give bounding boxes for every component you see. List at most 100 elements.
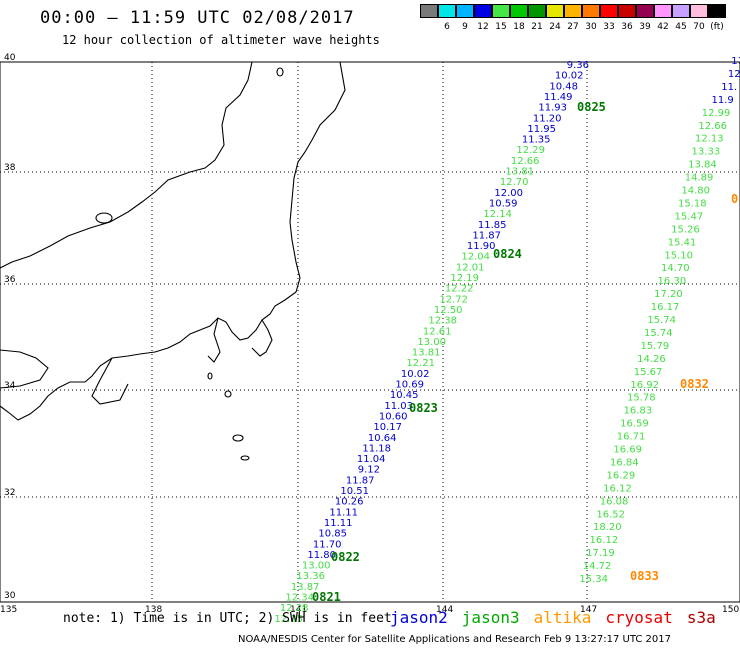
lat-label: 36 <box>4 275 16 285</box>
track-value: 11.11 <box>329 507 358 518</box>
track-value: 12.21 <box>406 358 435 369</box>
track-east-value: 13.33 <box>692 147 721 158</box>
track-east-value: 16.29 <box>607 470 636 481</box>
track-value: 10.59 <box>489 198 518 209</box>
track-value: 10.60 <box>379 411 408 422</box>
legend-item-jason3: jason3 <box>461 608 520 627</box>
scale-label: 15 <box>495 22 507 32</box>
track-value: 10.17 <box>373 422 402 433</box>
map-frame <box>0 61 740 603</box>
scale-swatch <box>582 4 600 18</box>
lon-label: 150 <box>722 605 739 615</box>
scale-swatch <box>546 4 564 18</box>
track-east-value: 11. <box>721 82 737 93</box>
scale-label: 12 <box>477 22 489 32</box>
map-title: 00:00 – 11:59 UTC 02/08/2017 <box>40 8 355 28</box>
track-east-value: 16.69 <box>613 445 642 456</box>
track-value: 11.80 <box>307 550 336 561</box>
track-value: 10.48 <box>549 81 578 92</box>
track-value: 13.87 <box>291 582 320 593</box>
track-east-value: 14.80 <box>681 186 710 197</box>
track-east-value: 15.26 <box>671 224 700 235</box>
kii-peninsula <box>91 357 129 405</box>
track-value: 11.20 <box>533 113 562 124</box>
lat-label: 38 <box>4 163 16 173</box>
scale-label: 9 <box>462 22 468 32</box>
track-east-value: 16.12 <box>590 535 619 546</box>
scale-label: 42 <box>657 22 669 32</box>
track-value: 12.01 <box>456 262 485 273</box>
track-value: 11.04 <box>357 454 386 465</box>
footer-note: note: 1) Time is in UTC; 2) SWH is in fe… <box>63 611 392 626</box>
lon-label: 138 <box>145 605 162 615</box>
lon-label: 141 <box>290 605 307 615</box>
track-east-value: 16.52 <box>596 509 625 520</box>
track-east-value: 16.08 <box>600 496 629 507</box>
honshu-coast <box>0 61 253 269</box>
scale-swatch <box>690 4 708 18</box>
track-east-value: 15.41 <box>668 237 697 248</box>
track-value: 10.02 <box>555 71 584 82</box>
track-value: 9.12 <box>358 465 380 476</box>
track-east-value: 17.19 <box>586 548 615 559</box>
track-east-value: 13.84 <box>688 160 717 171</box>
track-value: 11.87 <box>346 475 375 486</box>
time-label-cut: 0 <box>731 192 738 206</box>
time-label-0832: 0832 <box>680 377 709 391</box>
time-label-0833: 0833 <box>630 569 659 583</box>
scale-swatch <box>528 4 546 18</box>
scale-swatch <box>564 4 582 18</box>
scale-label: 39 <box>639 22 651 32</box>
island-north <box>276 67 284 77</box>
track-east: 11 12 11. 11.9 12.99 12.66 12.13 13.33 13.84 14.8… <box>579 56 740 585</box>
scale-label: 36 <box>621 22 633 32</box>
track-east-value: 14.26 <box>637 354 666 365</box>
track-value: 10.85 <box>318 529 347 540</box>
sensor-legend: jason2 jason3 altika cryosat s3a <box>390 608 730 627</box>
scale-swatch <box>510 4 528 18</box>
track-value: 10.02 <box>401 369 430 380</box>
track-east-value: 15.10 <box>664 250 693 261</box>
track-east-value: 12.66 <box>698 121 727 132</box>
graticule <box>0 62 740 602</box>
track-value: 11.70 <box>313 539 342 550</box>
track-value: 12.19 <box>450 273 479 284</box>
track-value: 11.35 <box>522 135 551 146</box>
scale-label: 24 <box>549 22 561 32</box>
track-east-value: 15.67 <box>634 367 663 378</box>
track-value: 12.04 <box>461 252 490 263</box>
island-small-3 <box>224 390 232 398</box>
track-east-value: 12 <box>728 69 740 80</box>
track-east-value: 18.20 <box>593 522 622 533</box>
track-value: 12.28 <box>280 603 309 614</box>
lon-label: 135 <box>0 605 17 615</box>
track-east-value: 14.70 <box>661 263 690 274</box>
scale-swatch <box>474 4 492 18</box>
legend-item-altika: altika <box>533 608 592 627</box>
island-small-1 <box>232 434 244 442</box>
lon-label: 144 <box>436 605 453 615</box>
track-east-value: 15.79 <box>641 341 670 352</box>
track-value: 11.93 <box>538 103 567 114</box>
track-east-value: 15.18 <box>678 198 707 209</box>
scale-label: 30 <box>585 22 597 32</box>
coastline <box>0 61 346 461</box>
scale-label: 45 <box>675 22 687 32</box>
track-value: 11.87 <box>472 230 501 241</box>
scale-swatch <box>636 4 654 18</box>
lat-label: 32 <box>4 488 15 498</box>
time-label-0821: 0821 <box>312 590 341 604</box>
lat-labels: 40 38 36 34 32 30 <box>4 53 16 601</box>
track-value: 11.11 <box>324 518 353 529</box>
track-value: 12.34 <box>285 593 314 604</box>
track-east-value: 15.74 <box>644 328 673 339</box>
track-value: 11.95 <box>527 124 556 135</box>
island-small-2 <box>240 455 250 461</box>
track-east-value: 15.47 <box>675 211 704 222</box>
track-east-value: 11.9 <box>712 95 734 106</box>
track-east-value: 15.74 <box>647 315 676 326</box>
track-value: 12.00 <box>494 188 523 199</box>
track-east-value: 16.83 <box>624 406 653 417</box>
track-value: 13.81 <box>505 167 534 178</box>
